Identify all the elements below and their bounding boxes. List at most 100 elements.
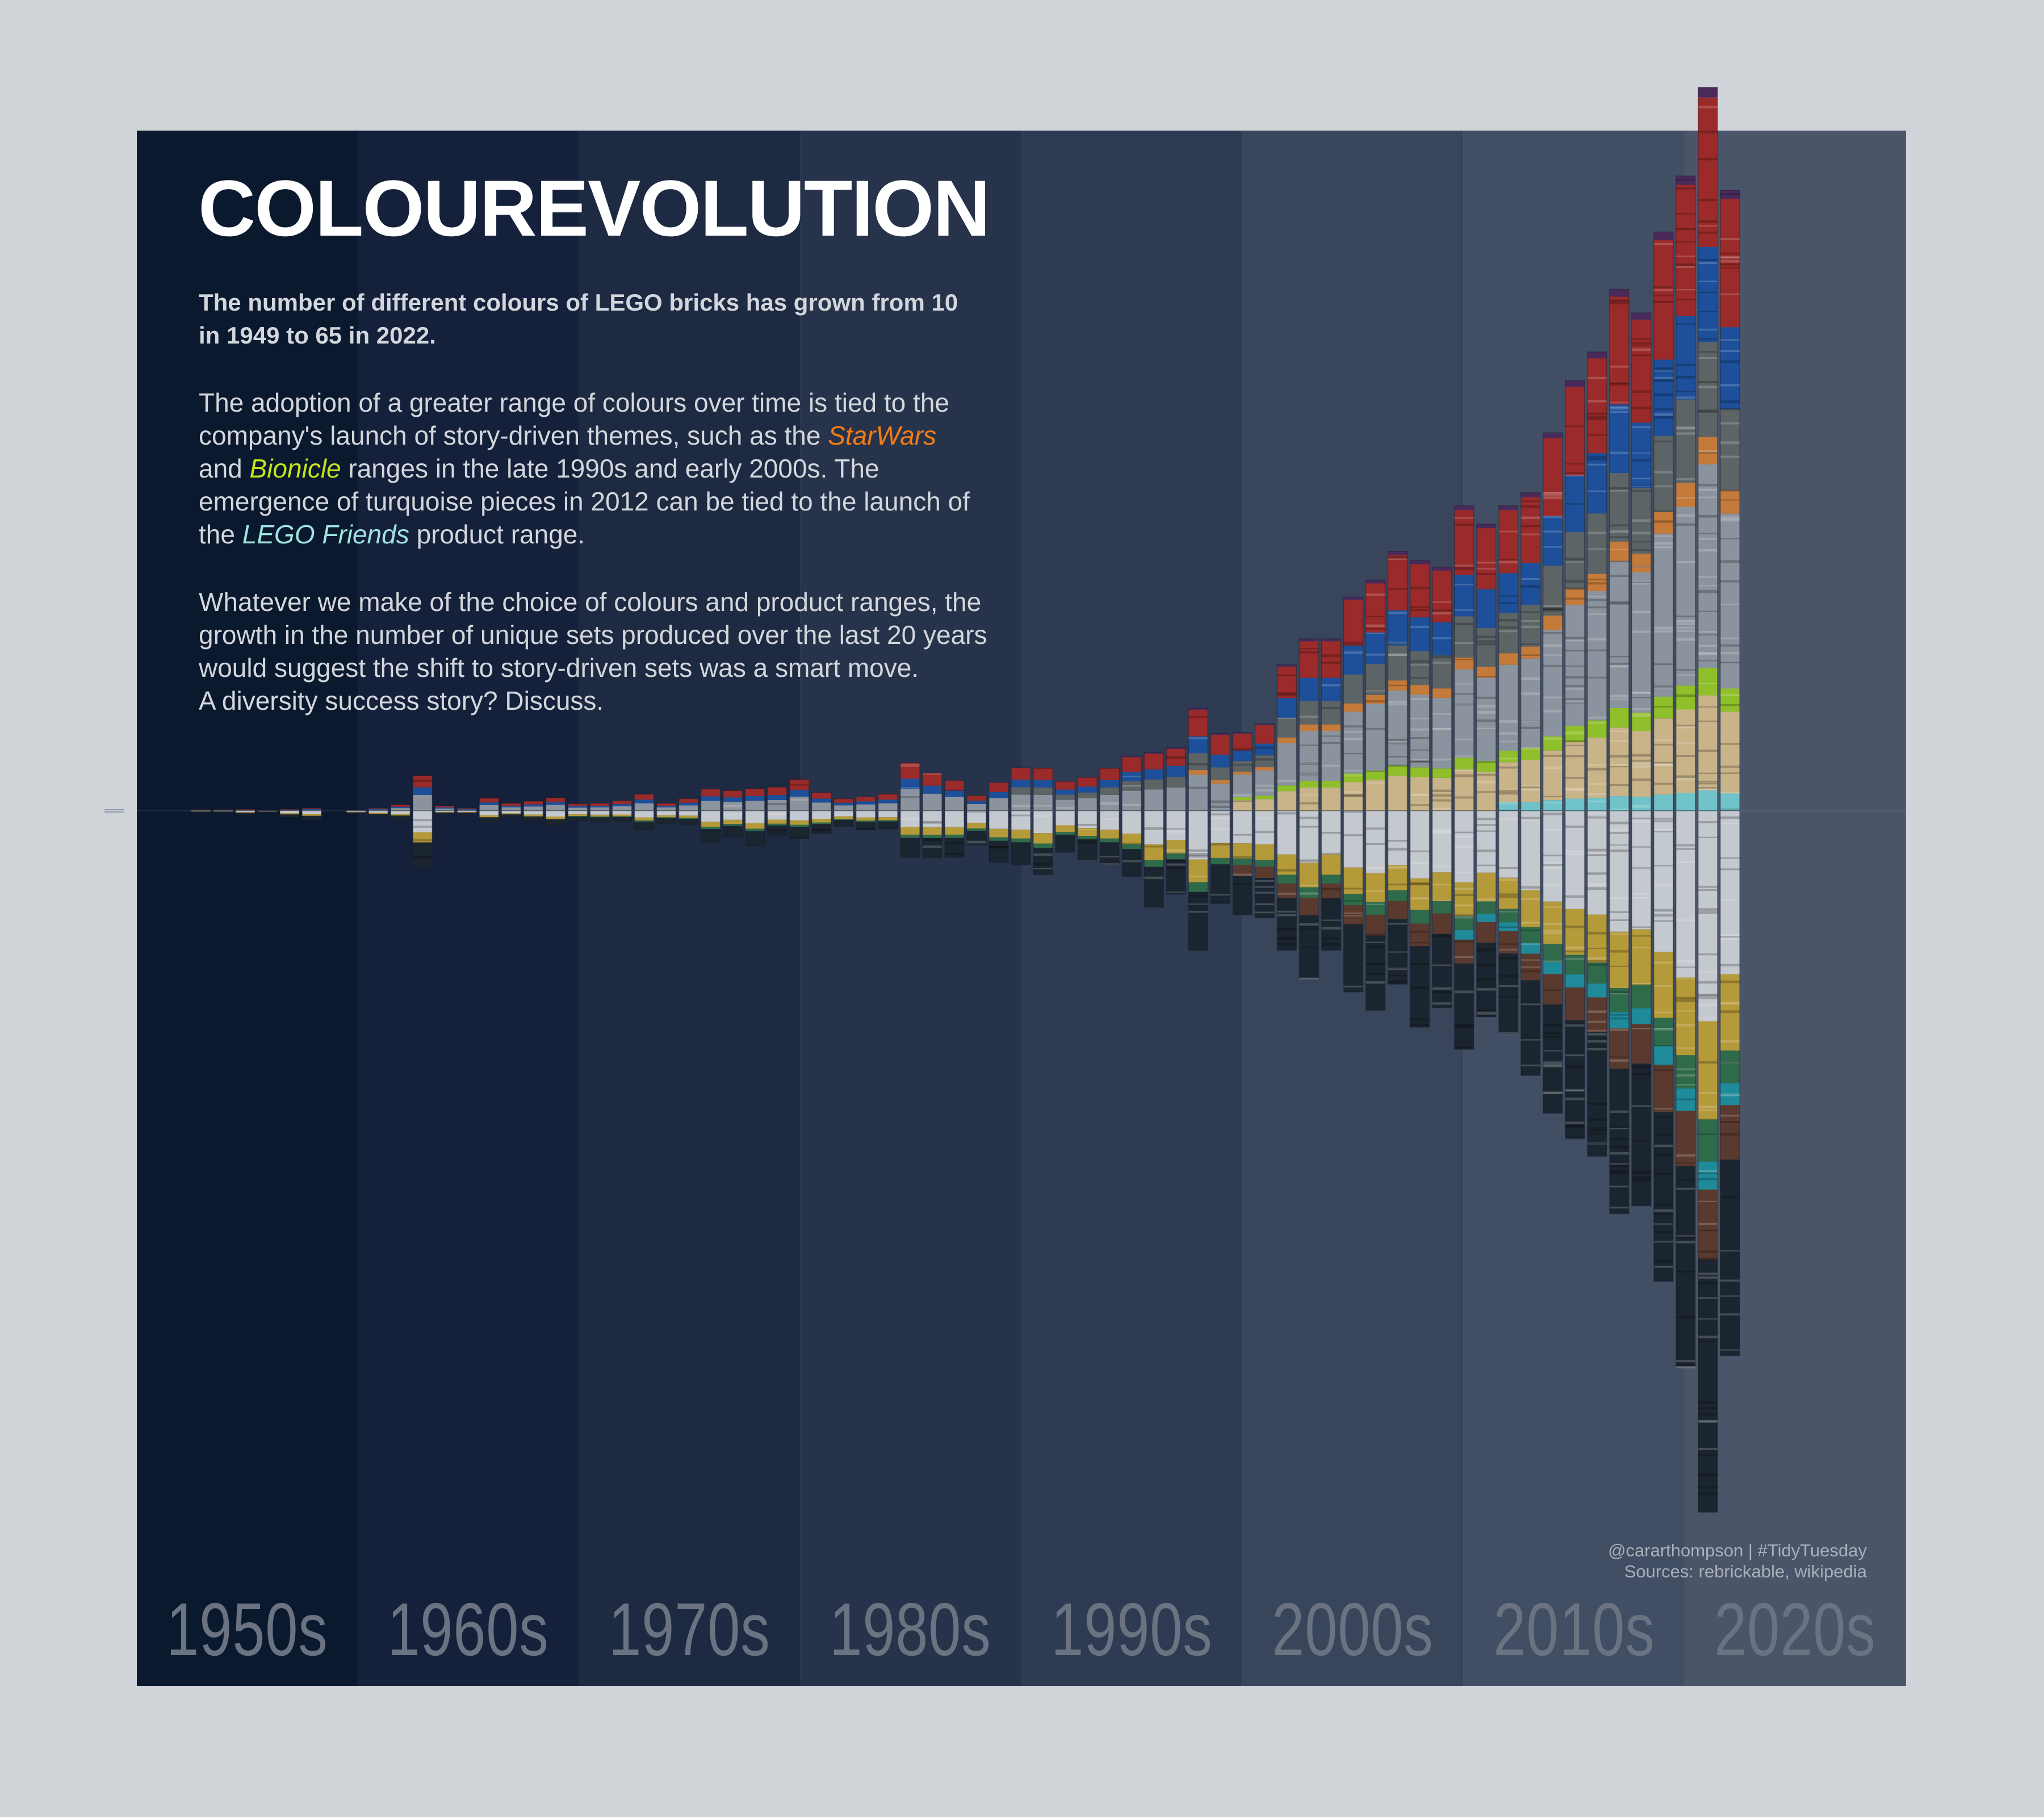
bar-segment [435,808,455,811]
bar-segment [1609,296,1629,405]
bar-stripe [1631,580,1651,583]
bar-stripe [1653,1173,1673,1175]
bar-segment [723,824,743,826]
bar-stripe [1653,884,1673,887]
bar-segment [701,827,721,830]
bar-stripe [1587,1127,1607,1129]
bar-stripe [1565,895,1585,898]
bar-stripe [1631,805,1651,808]
bar-segment [1476,901,1496,914]
bar-stripe [1476,573,1496,575]
bar-stripe [1454,990,1474,994]
bar-stripe [1454,609,1474,611]
bar-segment [1432,811,1452,873]
bar-stripe [1343,834,1363,836]
bar-stripe [1011,814,1031,817]
bar-stripe [1476,1011,1496,1014]
bar-stripe [1587,606,1607,609]
bar-stripe [1631,866,1651,870]
bar-stripe [1698,631,1718,633]
bar-stripe [1676,669,1695,671]
bar-segment [767,800,787,811]
bar-stripe [1565,755,1585,757]
bar-stripe [1631,845,1651,848]
bar-stripe [1587,964,1607,966]
bar-segment [1410,767,1430,777]
bar-stripe [1653,1134,1673,1136]
bar-segment [1476,772,1496,811]
bar-stripe [1410,587,1430,589]
bar-segment [368,809,388,810]
bar-stripe [1676,1364,1695,1366]
bar-stripe [1321,919,1341,921]
bar-stripe [966,811,986,813]
bar-segment [1698,1161,1718,1190]
bar-segment [213,811,233,813]
bar-segment [922,827,942,835]
decade-label: 2000s [1243,1572,1464,1686]
bar-segment [1299,731,1319,781]
bar-stripe [1631,489,1651,492]
bar-stripe [1609,694,1629,698]
bar-segment [1698,1021,1718,1120]
bar-stripe [1720,1195,1740,1198]
bar-segment [1343,703,1363,712]
text-segment: emergence of turquoise pieces in 2012 ca… [199,487,970,516]
bar-segment [1410,923,1430,947]
text-line: Whatever we make of the choice of colour… [199,585,987,618]
bar-segment [1033,843,1053,848]
bar-stripe [1299,947,1319,948]
bar-stripe [1698,484,1718,487]
bar-stripe [1631,1105,1651,1107]
bar-stripe [1565,474,1585,477]
bar-stripe [1698,1092,1718,1094]
bar-stripe [1454,904,1474,907]
bar-stripe [1720,339,1740,341]
bar-stripe [1255,911,1275,914]
bar-segment [1521,563,1540,605]
bar-stripe [1410,986,1430,989]
bar-stripe [1432,662,1452,664]
bar-segment [1720,811,1740,974]
bar-stripe [1676,1000,1695,1003]
bar-segment [1343,811,1363,868]
bar-stripe [1476,830,1496,832]
bar-segment [501,803,521,806]
bar-stripe [1653,686,1673,689]
bar-stripe [1587,376,1607,379]
bar-stripe [1388,840,1408,842]
bar-stripe [1609,784,1629,786]
bar-stripe [1676,623,1695,625]
decade-band: 1960s [358,131,580,1686]
bar-stripe [1631,1178,1651,1182]
bar-stripe [1609,897,1629,899]
bar-segment [479,798,499,803]
bar-segment [1410,811,1430,879]
bar-stripe [1188,876,1208,877]
bar-segment [1543,616,1563,630]
bar-stripe [1609,1164,1629,1167]
bar-segment [1543,974,1563,1004]
bar-segment [1122,849,1142,877]
bar-segment [368,813,388,814]
bar-outline [1365,810,1386,1011]
bar-stripe [1543,796,1563,798]
bar-stripe [1543,923,1563,925]
bar-stripe [1698,1257,1718,1261]
bar-stripe [1543,855,1563,857]
bar-segment [1299,701,1319,725]
bar-segment [789,811,809,820]
bar-segment [1543,944,1563,962]
bar-segment [1565,475,1585,533]
bar-stripe [1476,817,1496,820]
bar-stripe [1653,920,1673,922]
bar-stripe [1698,199,1718,202]
bar-stripe [1720,809,1740,811]
bar-stripe [1277,780,1297,782]
bar-segment [413,842,433,869]
bar-stripe [1587,853,1607,856]
bar-segment [479,802,499,805]
bar-stripe [1676,1241,1695,1244]
bar-segment [1343,924,1363,993]
bar-segment [723,801,743,811]
